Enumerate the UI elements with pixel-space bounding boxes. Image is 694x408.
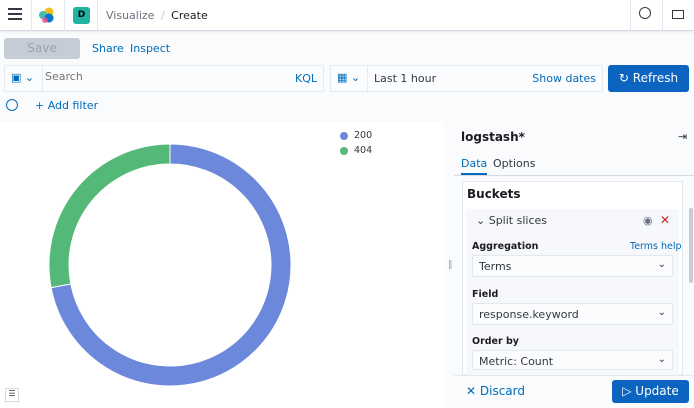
refresh-button[interactable]: ↻ Refresh <box>608 65 689 92</box>
split-slices-toggle[interactable]: ⌄ Split slices <box>476 214 547 227</box>
chevron-down-icon: ⌄ <box>476 214 489 227</box>
tab-data[interactable]: Data <box>461 157 488 175</box>
calendar-icon[interactable]: ▦ ⌄ <box>331 66 368 91</box>
legend-dot-icon <box>340 131 348 140</box>
aggregation-label: Aggregation <box>472 241 539 252</box>
tab-options[interactable]: Options <box>493 157 536 170</box>
visualization-area: 200 404 ☰ <box>0 122 444 408</box>
order-by-label: Order by <box>472 336 519 347</box>
legend-item-404[interactable]: 404 <box>340 145 372 156</box>
filter-options-icon[interactable] <box>6 99 18 111</box>
split-slices-bucket <box>466 209 679 375</box>
query-bar: ▣ ⌄ KQL <box>4 65 324 92</box>
add-filter-link[interactable]: + Add filter <box>35 99 99 112</box>
menu-icon[interactable] <box>8 8 22 20</box>
donut-chart <box>48 143 292 387</box>
breadcrumb: Visualize / Create <box>106 9 208 22</box>
update-button[interactable]: ▷ Update <box>612 380 689 403</box>
search-input[interactable] <box>45 70 285 83</box>
discard-button[interactable]: ✕ Discard <box>466 384 525 398</box>
help-icon[interactable] <box>639 7 651 19</box>
breadcrumb-visualize[interactable]: Visualize <box>106 9 155 22</box>
slice-200[interactable] <box>50 143 292 387</box>
share-link[interactable]: Share <box>92 42 124 55</box>
aggregation-select[interactable]: Terms ⌄ <box>472 255 673 277</box>
discard-label: Discard <box>479 384 525 398</box>
remove-icon[interactable]: ✕ <box>660 213 671 227</box>
legend-toggle-icon[interactable]: ☰ <box>5 388 19 402</box>
top-nav-bar: D Visualize / Create <box>0 0 694 31</box>
inspect-link[interactable]: Inspect <box>130 42 171 55</box>
slice-404[interactable] <box>48 143 171 289</box>
field-value: response.keyword <box>479 308 579 321</box>
save-button[interactable]: Save <box>4 38 80 59</box>
refresh-label: Refresh <box>632 71 679 85</box>
terms-help-link[interactable]: Terms help <box>630 241 682 252</box>
collapse-sidebar-icon[interactable]: ⇥ <box>678 130 688 143</box>
buckets-title: Buckets <box>467 187 521 201</box>
close-icon: ✕ <box>466 384 480 398</box>
breadcrumb-create: Create <box>171 9 208 22</box>
chevron-down-icon: ⌄ <box>657 307 666 318</box>
refresh-icon: ↻ <box>618 71 633 85</box>
field-label: Field <box>472 289 499 300</box>
date-picker: ▦ ⌄ Last 1 hour Show dates <box>330 65 603 92</box>
panel-scrollbar[interactable] <box>689 208 693 283</box>
order-by-value: Metric: Count <box>479 355 554 368</box>
order-by-select[interactable]: Metric: Count ⌄ <box>472 350 673 370</box>
chevron-down-icon: ⌄ <box>657 354 666 365</box>
legend-label: 200 <box>354 130 373 141</box>
play-icon: ▷ <box>622 384 636 398</box>
resize-handle[interactable]: ‖ <box>448 260 453 270</box>
aggregation-value: Terms <box>479 260 512 273</box>
newsfeed-mail-icon[interactable] <box>672 10 684 19</box>
field-select[interactable]: response.keyword ⌄ <box>472 303 673 325</box>
update-label: Update <box>635 384 679 398</box>
kql-toggle[interactable]: KQL <box>295 72 317 85</box>
kibana-logo-icon[interactable] <box>38 6 56 24</box>
legend-dot-icon <box>340 146 348 155</box>
index-pattern-title: logstash* <box>461 130 525 144</box>
saved-query-menu-icon[interactable]: ▣ ⌄ <box>5 66 43 91</box>
time-range[interactable]: Last 1 hour <box>374 72 437 85</box>
eye-icon[interactable]: ◉ <box>643 214 653 227</box>
legend-item-200[interactable]: 200 <box>340 130 372 141</box>
legend-label: 404 <box>354 145 373 156</box>
show-dates-link[interactable]: Show dates <box>532 72 596 85</box>
space-initial: D <box>77 10 86 20</box>
chevron-down-icon: ⌄ <box>657 259 666 270</box>
space-avatar[interactable]: D <box>73 7 90 24</box>
chart-legend: 200 404 <box>340 130 372 160</box>
bucket-title: Split slices <box>488 214 547 227</box>
